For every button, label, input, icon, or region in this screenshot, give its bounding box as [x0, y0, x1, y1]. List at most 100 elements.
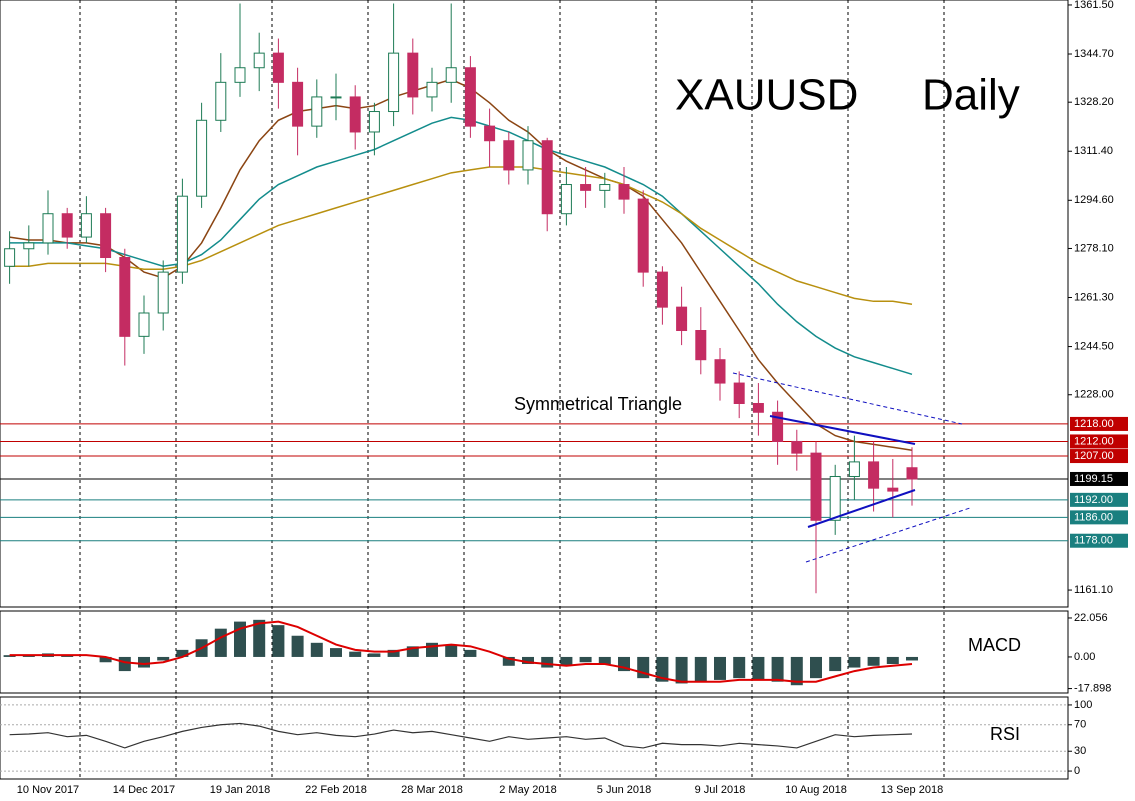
- macd-bar: [99, 656, 112, 663]
- level-box: [1070, 492, 1128, 507]
- channel-lower: [805, 507, 971, 563]
- y-tick-label: 1278.10: [1074, 242, 1114, 254]
- y-tick-label: 1294.60: [1074, 194, 1114, 206]
- candle-body: [676, 306, 688, 332]
- triangle: [732, 372, 971, 563]
- macd-bar: [848, 656, 861, 668]
- candle-body: [157, 271, 169, 314]
- macd-bar: [310, 642, 323, 657]
- x-tick-label: 10 Aug 2018: [785, 784, 847, 796]
- candle-body: [752, 402, 764, 413]
- macd-bar: [675, 656, 688, 684]
- macd-bar: [598, 656, 611, 665]
- y-tick-label: 0.00: [1074, 651, 1095, 663]
- candle-body: [234, 67, 246, 83]
- level-label: 1199.15: [1074, 473, 1113, 485]
- x-tick-label: 10 Nov 2017: [17, 784, 79, 796]
- candle-body: [42, 213, 54, 244]
- macd-bar: [694, 656, 707, 682]
- level-box: [1070, 471, 1128, 486]
- candle-body: [868, 461, 880, 489]
- macd-bar: [560, 656, 573, 666]
- candle-body: [215, 81, 227, 121]
- triangle-upper: [769, 415, 916, 445]
- macd-bar: [502, 656, 515, 666]
- macd-bar: [253, 619, 266, 657]
- y-tick-label: 22.056: [1074, 612, 1108, 624]
- marks: 1218.00 1212.00 1207.00 1199.15 1192.00 1186.…: [0, 3, 1128, 749]
- macd-bar: [752, 656, 765, 680]
- level-label: 1178.00: [1074, 535, 1113, 547]
- level-box: [1070, 510, 1128, 525]
- macd-bar: [368, 653, 381, 657]
- macd-bar: [138, 656, 150, 668]
- level-label: 1218.00: [1074, 418, 1114, 430]
- candle-body: [599, 184, 611, 191]
- candle-body: [522, 140, 534, 171]
- x-tick-label: 2 May 2018: [499, 784, 556, 796]
- y-tick-label: 70: [1074, 719, 1086, 731]
- macd-bar: [867, 656, 880, 666]
- macd-bar: [464, 649, 477, 657]
- rsi-line: [9, 722, 913, 749]
- y-tick-label: 1161.10: [1074, 584, 1113, 596]
- main-panel: [0, 0, 1069, 608]
- candle-body: [272, 52, 284, 83]
- x-tick-label: 13 Sep 2018: [881, 784, 943, 796]
- macd-bar: [157, 656, 170, 661]
- y-tick-label: 100: [1074, 699, 1092, 711]
- macd-bar: [656, 656, 669, 682]
- level-label: 1192.00: [1074, 494, 1113, 506]
- macd-bar: [829, 656, 842, 672]
- candle-body: [887, 487, 899, 492]
- candle-body: [445, 67, 457, 83]
- macd-bar: [522, 656, 534, 665]
- moving-average: [9, 116, 913, 376]
- y-tick-label: 1228.00: [1074, 389, 1114, 401]
- macd-bar: [733, 656, 746, 679]
- candle-body: [4, 248, 16, 267]
- macd-title: MACD: [968, 635, 1021, 655]
- candle-body: [829, 475, 841, 521]
- candle-body: [560, 184, 572, 215]
- candle-body: [733, 382, 745, 404]
- candle-body: [388, 52, 400, 113]
- candle-body: [426, 81, 438, 98]
- macd-bar: [387, 649, 400, 657]
- macd-bar: [330, 648, 342, 657]
- level-label: 1207.00: [1074, 450, 1114, 462]
- x-tick-label: 22 Feb 2018: [305, 784, 367, 796]
- candle-body: [848, 461, 860, 477]
- y-tick-label: 1261.30: [1074, 291, 1114, 303]
- macd-signal: [9, 620, 913, 683]
- timeframe: Daily: [922, 71, 1020, 120]
- x-tick-label: 14 Dec 2017: [113, 784, 175, 796]
- level-box: [1070, 434, 1128, 449]
- candle-body: [138, 312, 150, 337]
- macd-panel: [0, 610, 1069, 694]
- candle-body: [407, 52, 419, 98]
- y-tick-label: 1328.20: [1074, 96, 1114, 108]
- candle-body: [23, 242, 35, 250]
- candle-body: [253, 52, 265, 69]
- macd-bar: [118, 656, 131, 672]
- candle-body: [464, 67, 476, 127]
- x-tick-label: 19 Jan 2018: [210, 784, 271, 796]
- macd-bar: [272, 625, 285, 657]
- macd-bar: [426, 642, 438, 657]
- macd-bar: [176, 649, 189, 657]
- candle-body: [637, 198, 649, 273]
- x-tick-label: 5 Jun 2018: [597, 784, 651, 796]
- annotation: Symmetrical Triangle: [514, 394, 682, 414]
- grid: 1361.50 1344.70 1328.20 1311.40 1294.60 1278.…: [0, 0, 1114, 796]
- candle-body: [292, 81, 304, 127]
- candle-body: [791, 440, 803, 454]
- candle-body: [196, 119, 208, 197]
- candle-body: [714, 359, 726, 384]
- level-label: 1212.00: [1074, 435, 1114, 447]
- macd-bar: [886, 656, 899, 665]
- moving-average: [9, 166, 913, 305]
- candle-body: [484, 125, 496, 142]
